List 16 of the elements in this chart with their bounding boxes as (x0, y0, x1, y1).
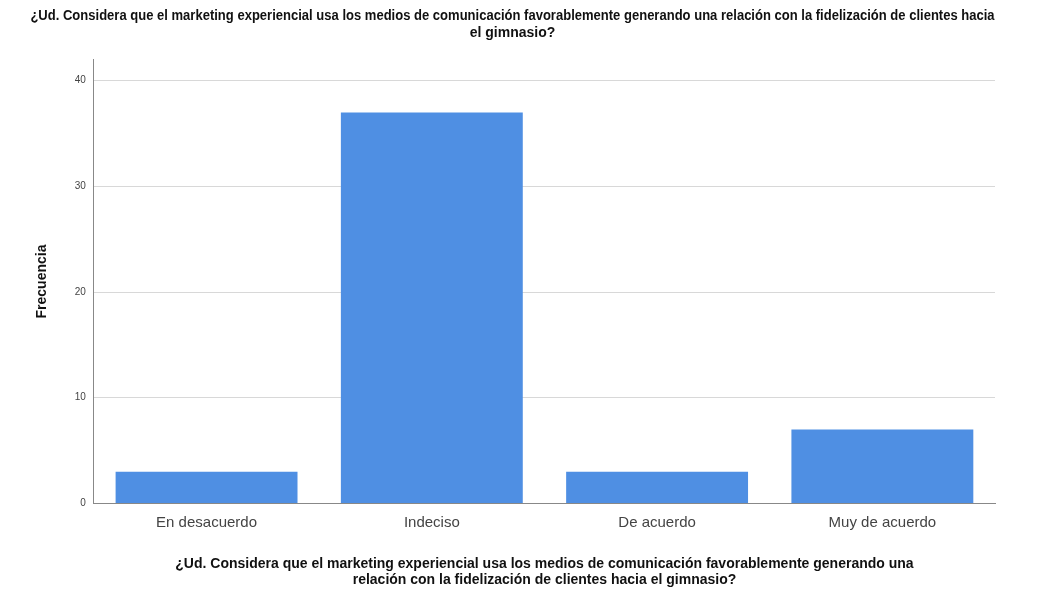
x-tick-label: De acuerdo (618, 512, 696, 530)
x-tick-label: Indeciso (403, 512, 460, 530)
x-tick-label: Muy de acuerdo (828, 512, 937, 530)
bar (566, 471, 749, 503)
bar (115, 471, 298, 503)
y-tick-label: 10 (74, 391, 87, 403)
y-tick-label: 0 (80, 497, 87, 509)
y-axis-title: Frecuencia (33, 244, 50, 319)
y-tick-label: 40 (74, 74, 87, 86)
bar (791, 429, 974, 503)
y-tick-label: 30 (74, 180, 87, 192)
x-tick-label: En desacuerdo (156, 512, 258, 530)
bar (340, 112, 523, 503)
chart-title: ¿Ud. Considera que el marketing experiencial usa los medios de comunicación favorablemente generando una relación con la fidelización de clientes hacia el gimnasio? (30, 7, 996, 41)
x-axis-title: ¿Ud. Considera que el marketing experiencial usa los medios de comunicación favorablemente generando una relación con la fidelización de clientes hacia el gimnasio? (175, 554, 914, 588)
y-tick-label: 20 (74, 285, 87, 297)
